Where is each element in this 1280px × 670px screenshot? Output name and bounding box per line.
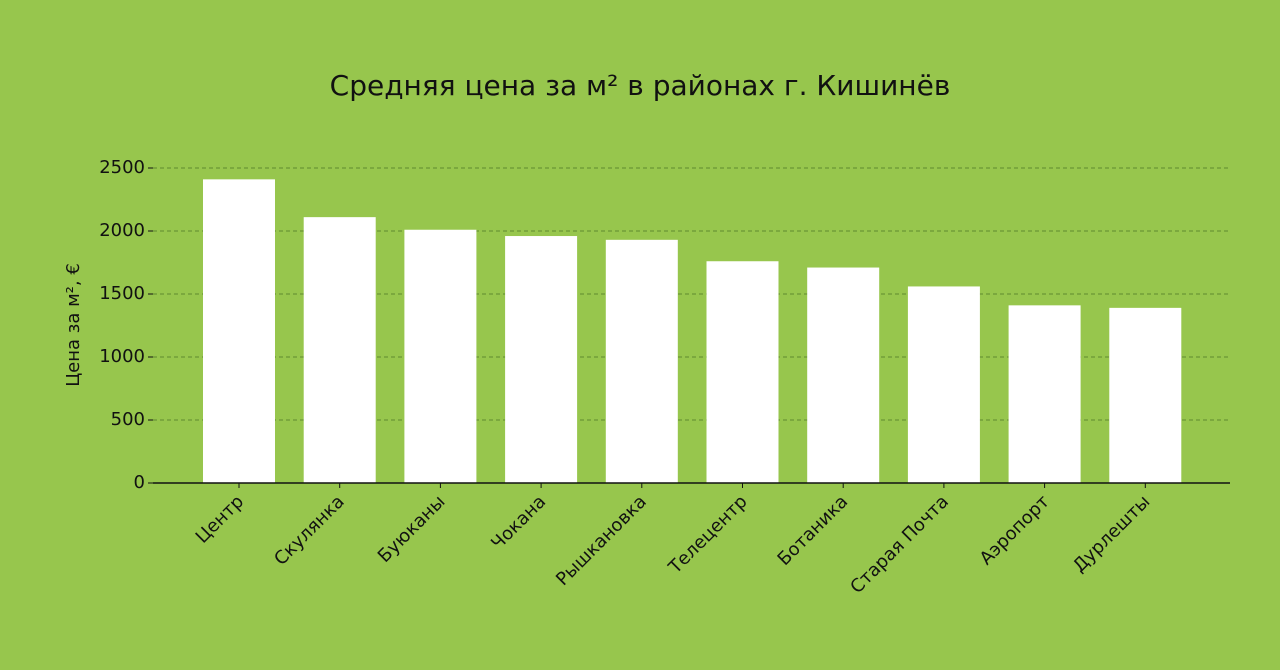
chart-title: Средняя цена за м² в районах г. Кишинёв [330,69,951,102]
y-tick-label: 1500 [99,283,145,304]
bar [706,261,779,483]
y-axis-label: Цена за м², € [63,263,84,387]
bar [1008,305,1081,483]
y-tick-label: 2500 [99,157,145,178]
y-tick-label: 1000 [99,346,145,367]
bar [505,236,578,483]
bar [203,179,275,483]
y-tick-label: 2000 [99,220,145,241]
bar [807,267,880,483]
bar [404,229,477,483]
y-tick-label: 0 [134,472,145,493]
y-tick-label: 500 [111,409,145,430]
bar [907,286,980,483]
bar [1109,307,1182,483]
bar [605,239,678,483]
bar [303,217,376,483]
